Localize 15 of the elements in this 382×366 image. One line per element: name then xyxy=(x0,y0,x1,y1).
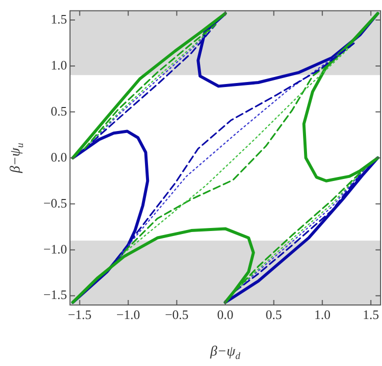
x-tick-label: −1.5 xyxy=(68,307,92,322)
y-tick-label: 0.5 xyxy=(50,103,67,118)
y-tick-label: −0.5 xyxy=(43,195,67,210)
x-tick-label: 0.0 xyxy=(217,307,234,322)
y-tick-label: 1.5 xyxy=(50,11,67,26)
y-tick-label: −1.0 xyxy=(43,241,67,256)
x-tick-label: 1.0 xyxy=(314,307,330,322)
y-tick-label: 0.0 xyxy=(50,149,67,164)
x-tick-label: −1.0 xyxy=(116,307,140,322)
x-tick-label: 0.5 xyxy=(266,307,282,322)
y-tick-label: 1.0 xyxy=(50,57,67,72)
x-tick-label: 1.5 xyxy=(362,307,379,322)
x-tick-label: −0.5 xyxy=(164,307,189,322)
y-tick-label: −1.5 xyxy=(43,287,67,302)
y-axis-title: β−ψu xyxy=(8,142,26,174)
